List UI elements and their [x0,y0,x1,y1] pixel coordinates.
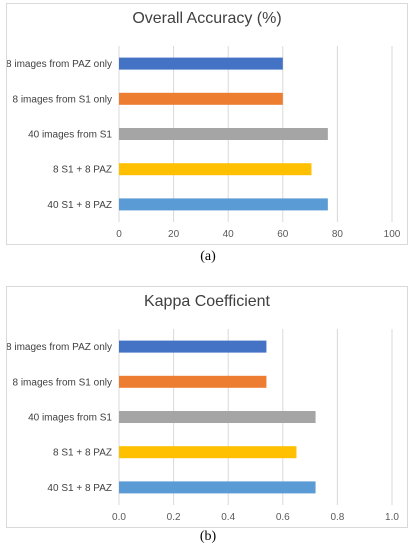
x-tick-label: 0.4 [221,512,235,523]
bar [119,340,267,353]
caption-b: (b) [199,529,217,544]
bar [119,128,328,140]
x-tick-label: 1.0 [385,512,399,523]
chart-panel-accuracy: Overall Accuracy (%) 0 20 40 60 80 100 8 image… [6,3,408,245]
x-tick-label: 0 [116,229,122,240]
x-tick-label: 0.2 [167,512,181,523]
x-tick-label: 60 [277,229,289,240]
x-tick-label: 0.6 [276,512,290,523]
bar [119,375,267,388]
bar [119,198,328,211]
category-label: 8 images from S1 only [13,377,113,388]
category-label: 8 images from PAZ only [7,59,112,70]
category-label: 40 images from S1 [28,413,112,424]
bar [119,481,316,494]
accuracy-bar-chart: 0 20 40 60 80 100 8 images from PAZ only 8 imag… [7,46,401,240]
kappa-bar-chart: 0.0 0.2 0.4 0.6 0.8 1.0 8 images from PAZ only… [7,329,399,523]
category-label: 40 images from S1 [28,130,112,141]
category-label: 40 S1 + 8 PAZ [47,200,112,211]
category-label: 8 images from S1 only [13,94,113,105]
x-tick-label: 0.8 [330,512,344,523]
x-tick-label: 20 [168,229,180,240]
bar [119,57,283,70]
bar [119,446,297,459]
bar [119,163,312,176]
category-label: 40 S1 + 8 PAZ [47,483,112,494]
category-label: 8 S1 + 8 PAZ [53,165,112,176]
x-tick-label: 0.0 [112,512,126,523]
category-label: 8 S1 + 8 PAZ [53,448,112,459]
category-label: 8 images from PAZ only [7,342,112,353]
bar [119,411,316,423]
chart-panel-kappa: Kappa Coefficient 0.0 0.2 0.4 0.6 0.8 1.0 8 im… [6,286,408,528]
chart-title: Kappa Coefficient [143,293,270,310]
x-tick-label: 40 [223,229,235,240]
caption-a: (a) [200,249,216,264]
x-tick-label: 80 [332,229,344,240]
chart-title: Overall Accuracy (%) [132,10,282,27]
x-tick-label: 100 [384,229,401,240]
bar [119,92,283,105]
